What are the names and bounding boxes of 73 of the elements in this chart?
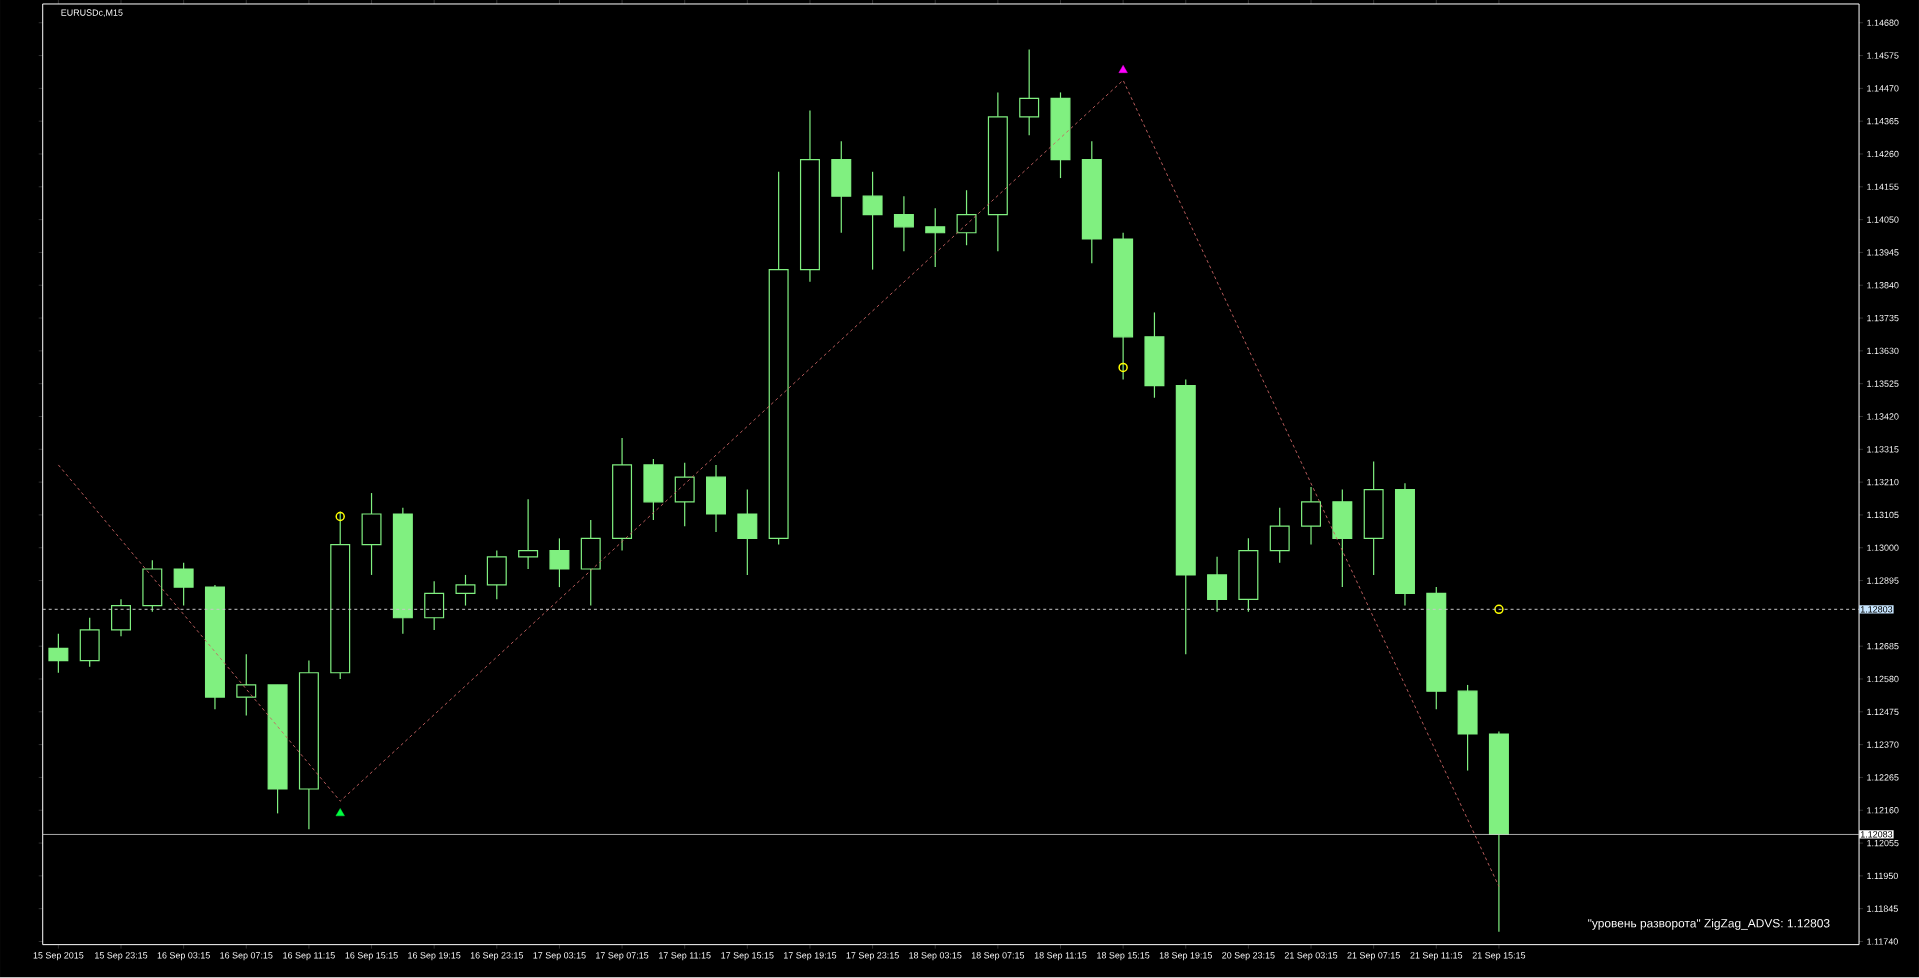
- point: [1118, 65, 1128, 74]
- y-tick-label: 1.13735: [1867, 315, 1899, 322]
- y-tick-label: 1.13315: [1867, 446, 1899, 453]
- x-tick-label: 17 Sep 03:15: [533, 952, 586, 961]
- y-tick-label: 1.14155: [1867, 183, 1899, 191]
- y-tick-label: 1.14470: [1867, 85, 1899, 92]
- ref-line-label: 1.12083: [1860, 831, 1893, 838]
- x-tick-label: 20 Sep 23:15: [1222, 952, 1275, 961]
- x-tick-label: 17 Sep 07:15: [596, 952, 649, 961]
- y-tick-label: 1.14365: [1867, 118, 1899, 125]
- y-tick-label: 1.14680: [1867, 19, 1899, 27]
- x-tick-label: 18 Sep 11:15: [1034, 952, 1087, 961]
- text: EURUSDc,M15: [61, 9, 123, 17]
- y-tick-label: 1.13420: [1867, 413, 1899, 420]
- candlestick: [236, 653, 257, 717]
- x-tick-label: 16 Sep 11:15: [283, 952, 335, 961]
- candlestick: [893, 195, 914, 252]
- x-tick-label: 18 Sep 03:15: [909, 952, 962, 961]
- y-tick-label: 1.12895: [1867, 577, 1899, 584]
- y-tick-label: 1.12580: [1867, 676, 1899, 683]
- x-tick-label: 21 Sep 15:15: [1472, 952, 1526, 961]
- candlestick: [48, 633, 69, 674]
- y-tick-label: 1.11950: [1867, 872, 1898, 880]
- annotation: "уровень разворота" ZigZag_ADVS: 1.12803: [1588, 918, 1830, 931]
- x-tick-label: 18 Sep 15:15: [1097, 952, 1150, 961]
- y-tick-label: 1.11845: [1867, 905, 1898, 913]
- x-tick-label: 16 Sep 15:15: [345, 952, 398, 961]
- candlestick: [1019, 49, 1040, 137]
- y-tick-label: 1.13525: [1867, 380, 1899, 388]
- x-tick-label: 15 Sep 23:15: [95, 952, 148, 961]
- x-tick-label: 15 Sep 2015: [33, 952, 84, 961]
- x-tick-label: 17 Sep 19:15: [784, 952, 837, 961]
- x-tick-label: 16 Sep 07:15: [220, 952, 273, 961]
- candlestick: [455, 574, 476, 607]
- x-tick-label: 16 Sep 23:15: [470, 952, 524, 961]
- y-tick-label: 1.11740: [1867, 938, 1898, 945]
- y-tick-label: 1.12370: [1867, 741, 1899, 748]
- candlestick: [956, 189, 977, 247]
- candlestick: [862, 171, 883, 271]
- y-tick-label: 1.13630: [1867, 347, 1899, 355]
- x-tick-label: 18 Sep 19:15: [1159, 952, 1212, 961]
- y-tick-label: 1.13105: [1867, 511, 1899, 519]
- point: [1118, 362, 1128, 373]
- x-tick-label: 21 Sep 03:15: [1284, 952, 1338, 961]
- x-tick-label: 17 Sep 11:15: [659, 952, 711, 961]
- x-tick-label: 21 Sep 07:15: [1347, 952, 1400, 961]
- y-tick-label: 1.13945: [1867, 249, 1899, 256]
- y-tick-label: 1.14575: [1867, 52, 1899, 59]
- x-tick-label: 16 Sep 03:15: [157, 952, 210, 961]
- y-tick-label: 1.12685: [1867, 643, 1899, 650]
- x-tick-label: 16 Sep 19:15: [408, 952, 461, 961]
- x-tick-label: 17 Sep 15:15: [721, 952, 774, 961]
- point: [335, 511, 345, 522]
- y-tick-label: 1.12160: [1867, 807, 1899, 814]
- candlestick: [549, 537, 570, 588]
- ref-line-label: 1.12803: [1860, 606, 1893, 613]
- line-series: [57, 79, 1500, 888]
- y-tick-label: 1.12055: [1867, 840, 1899, 847]
- y-tick-label: 1.14260: [1867, 151, 1899, 158]
- candlestick: [173, 562, 194, 607]
- candlestick: [925, 207, 946, 268]
- y-tick-label: 1.13840: [1867, 282, 1899, 289]
- y-tick-label: 1.13000: [1867, 544, 1899, 552]
- x-tick-label: 18 Sep 07:15: [971, 952, 1025, 961]
- candlestick: [518, 498, 539, 570]
- y-tick-label: 1.13210: [1867, 479, 1899, 486]
- y-tick-label: 1.12265: [1867, 774, 1899, 781]
- x-tick-label: 21 Sep 11:15: [1410, 952, 1463, 961]
- y-tick-label: 1.12475: [1867, 708, 1899, 716]
- point: [1494, 604, 1504, 615]
- y-tick-label: 1.14050: [1867, 216, 1899, 223]
- point: [335, 808, 345, 817]
- x-tick-label: 17 Sep 23:15: [846, 952, 899, 961]
